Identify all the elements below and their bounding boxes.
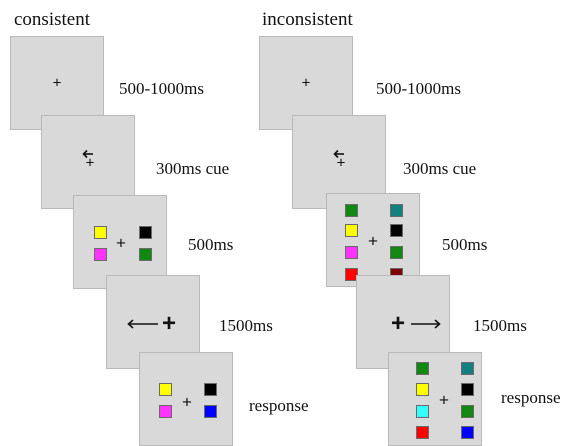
consistent-step-3-label: 500ms — [188, 235, 234, 254]
green-square — [139, 248, 152, 261]
consistent-step-5-label: response — [249, 396, 309, 415]
fixation-cross: + — [182, 392, 192, 412]
inconsistent-step-3-label: 500ms — [442, 235, 488, 254]
inconsistent-step-5-label: response — [501, 388, 561, 407]
consistent-memory-panel: + — [73, 195, 167, 289]
yellow-square — [159, 383, 172, 396]
inconsistent-response-panel: + — [388, 352, 482, 446]
left-cue-arrow-icon — [82, 149, 93, 159]
right-arrow-icon — [411, 319, 441, 329]
red-square — [345, 268, 358, 281]
black-square — [204, 383, 217, 396]
cyan-square — [416, 405, 429, 418]
green-square — [461, 405, 474, 418]
inconsistent-step-2-label: 300ms cue — [403, 159, 477, 178]
consistent-cue-panel: + — [41, 115, 135, 209]
magenta-square — [159, 405, 172, 418]
consistent-response-panel: + — [139, 352, 233, 446]
fixation-cross: + — [336, 154, 346, 172]
left-cue-arrow-icon — [333, 149, 344, 159]
consistent-fixation-panel: + — [10, 36, 104, 130]
teal-square — [461, 362, 474, 375]
black-square — [139, 226, 152, 239]
red-square — [416, 426, 429, 439]
black-square — [461, 383, 474, 396]
black-square — [390, 224, 403, 237]
green-square — [390, 246, 403, 259]
fixation-cross: + — [390, 310, 406, 337]
left-arrow-icon — [127, 319, 158, 329]
consistent-step-4-label: 1500ms — [219, 316, 273, 335]
blue-square — [204, 405, 217, 418]
consistent-title: consistent — [14, 9, 90, 30]
green-square — [345, 204, 358, 217]
fixation-cross: + — [85, 154, 95, 172]
inconsistent-fixation-panel: + — [259, 36, 353, 130]
green-square — [416, 362, 429, 375]
yellow-square — [416, 383, 429, 396]
consistent-step-1-label: 500-1000ms — [119, 79, 204, 98]
blue-square — [461, 426, 474, 439]
inconsistent-memory-panel: + — [326, 193, 420, 287]
fixation-cross: + — [368, 231, 378, 251]
fixation-cross: + — [301, 74, 311, 92]
fixation-cross: + — [439, 390, 449, 410]
consistent-step-2-label: 300ms cue — [156, 159, 230, 178]
magenta-square — [94, 248, 107, 261]
fixation-cross: + — [116, 233, 126, 253]
yellow-square — [345, 224, 358, 237]
fixation-cross: + — [161, 310, 177, 337]
inconsistent-step-4-label: 1500ms — [473, 316, 527, 335]
inconsistent-title: inconsistent — [262, 9, 353, 30]
magenta-square — [345, 246, 358, 259]
fixation-cross: + — [52, 74, 62, 92]
inconsistent-step-1-label: 500-1000ms — [376, 79, 461, 98]
teal-square — [390, 204, 403, 217]
yellow-square — [94, 226, 107, 239]
